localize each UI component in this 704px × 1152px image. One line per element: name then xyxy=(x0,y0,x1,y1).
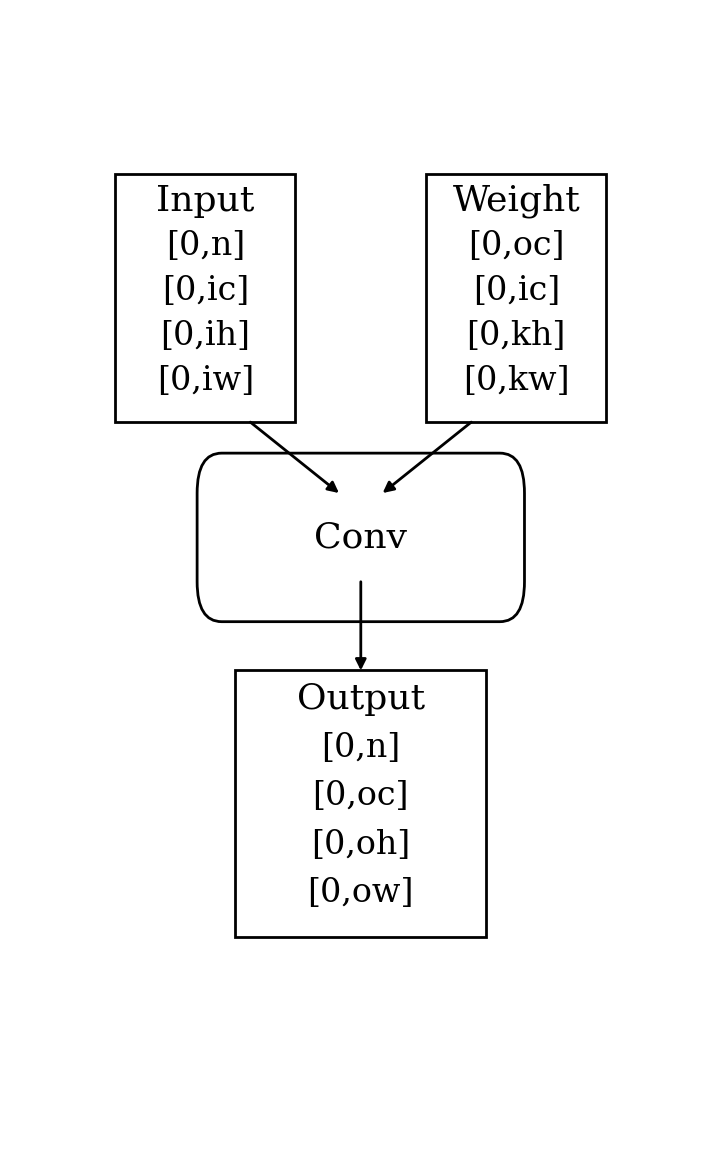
Text: [0,iw]: [0,iw] xyxy=(157,365,254,397)
Bar xyxy=(235,670,486,937)
Text: [0,n]: [0,n] xyxy=(165,230,245,262)
Bar xyxy=(115,174,296,422)
Text: [0,ow]: [0,ow] xyxy=(308,877,414,909)
Text: Input: Input xyxy=(156,184,254,218)
Bar xyxy=(427,174,606,422)
Text: [0,oc]: [0,oc] xyxy=(468,230,565,262)
Text: Conv: Conv xyxy=(314,521,408,554)
Text: [0,kw]: [0,kw] xyxy=(463,365,570,397)
Text: [0,oh]: [0,oh] xyxy=(311,828,410,861)
Text: [0,oc]: [0,oc] xyxy=(313,780,409,812)
Text: [0,ic]: [0,ic] xyxy=(162,275,249,308)
FancyBboxPatch shape xyxy=(197,453,524,622)
Text: [0,kh]: [0,kh] xyxy=(467,320,566,353)
Text: [0,ih]: [0,ih] xyxy=(161,320,251,353)
Text: Weight: Weight xyxy=(453,183,580,218)
Text: [0,n]: [0,n] xyxy=(321,732,401,764)
Text: [0,ic]: [0,ic] xyxy=(472,275,560,308)
Text: Output: Output xyxy=(297,682,425,717)
